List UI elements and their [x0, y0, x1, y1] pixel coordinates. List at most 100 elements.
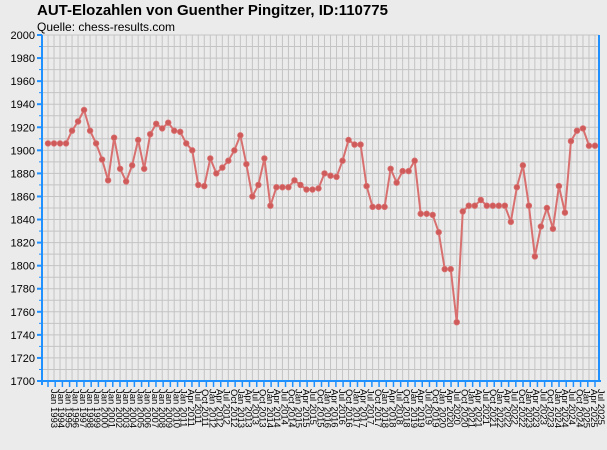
x-tick-label: Jul 2013: [250, 389, 261, 425]
x-tick-label: Apr 2016: [329, 389, 340, 428]
x-tick-label: Oct 2011: [199, 389, 210, 427]
data-point: [465, 202, 472, 209]
x-tick-label: Oct 2014: [286, 389, 297, 428]
data-point: [483, 202, 491, 209]
x-tick-label: Jul 2020: [451, 389, 462, 425]
x-tick-label: Jan 2025: [581, 389, 592, 428]
data-point: [381, 203, 388, 211]
x-tick-label: Oct 2016: [343, 389, 354, 428]
data-point: [477, 196, 484, 204]
data-point: [104, 177, 112, 184]
data-point: [122, 178, 130, 185]
data-point: [201, 182, 208, 190]
x-tick-label: Apr 2017: [357, 389, 368, 428]
data-point: [189, 147, 196, 154]
x-tick-label: Jul 2024: [566, 389, 577, 425]
y-tick-label: 1760: [11, 307, 35, 319]
x-tick-label: Jan 2015: [293, 389, 304, 428]
x-tick-label: Oct 2013: [257, 389, 268, 428]
data-point: [249, 193, 256, 200]
data-point: [549, 225, 557, 232]
x-tick-label: Jan 2007: [149, 389, 160, 428]
x-tick-label: Jan 2017: [350, 389, 361, 428]
data-point: [56, 140, 64, 147]
x-tick-label: Jan 1995: [62, 389, 73, 428]
data-point: [98, 156, 106, 163]
data-point: [291, 177, 298, 184]
x-tick-label: Apr 2014: [271, 389, 282, 428]
data-point: [44, 140, 52, 147]
y-tick-label: 1860: [11, 191, 35, 203]
data-point: [375, 203, 382, 211]
x-tick-label: Jul 2011: [192, 389, 203, 424]
y-tick-label: 1800: [11, 261, 35, 273]
chart-subtitle: Quelle: chess-results.com: [37, 20, 176, 34]
data-point: [62, 140, 70, 147]
data-point: [453, 318, 460, 326]
x-tick-label: Apr 2011: [185, 389, 196, 427]
x-tick-label: Jan 2024: [552, 389, 563, 428]
x-tick-label: Oct 2023: [545, 389, 556, 428]
data-point: [525, 202, 533, 209]
data-point: [339, 157, 346, 164]
x-tick-label: Jan 2021: [465, 389, 476, 428]
data-point: [273, 184, 280, 191]
x-tick-label: Oct 2012: [228, 389, 239, 428]
x-tick-label: Oct 2019: [429, 389, 440, 428]
y-tick-label: 1740: [11, 330, 35, 342]
y-axis-tick-labels: 1700 1720 1740 1760 1780 1800 1820 1840 1860 1880…: [11, 30, 35, 388]
x-tick-label: Jan 2010: [170, 389, 181, 428]
data-point: [579, 125, 587, 132]
x-tick-label: Jan 1993: [48, 389, 59, 428]
data-point: [435, 229, 442, 236]
x-tick-label: Jul 2025: [595, 389, 606, 425]
x-tick-label: Apr 2019: [415, 389, 426, 428]
x-tick-label: Oct 2024: [573, 389, 584, 428]
x-tick-label: Jan 2001: [106, 389, 117, 428]
data-point: [369, 203, 376, 211]
x-tick-label: Jan 2006: [142, 389, 153, 428]
data-point: [573, 127, 581, 134]
data-point: [327, 172, 334, 179]
y-tick-label: 1960: [11, 76, 35, 88]
x-tick-label: Jul 2012: [221, 389, 232, 425]
x-tick-label: Jul 2015: [307, 389, 318, 425]
y-tick-label: 1880: [11, 168, 35, 180]
data-point: [74, 118, 82, 125]
y-tick-label: 2000: [11, 30, 35, 42]
data-point: [237, 132, 244, 139]
x-tick-label: Apr 2015: [300, 389, 311, 428]
x-tick-label: Jan 2019: [408, 389, 419, 428]
data-point: [555, 182, 563, 190]
grid-lines: [42, 34, 599, 382]
data-point: [393, 179, 400, 186]
x-tick-label: Jul 2016: [336, 389, 347, 425]
x-tick-label: Apr 2024: [559, 389, 570, 428]
y-tick-label: 1700: [11, 376, 35, 388]
x-tick-label: Jan 2016: [322, 389, 333, 428]
data-point: [399, 167, 406, 175]
data-point: [561, 209, 569, 216]
x-tick-label: Oct 2021: [487, 389, 498, 428]
data-point: [495, 202, 503, 209]
data-point: [333, 173, 340, 181]
data-point: [591, 142, 599, 149]
data-point: [243, 160, 250, 168]
x-tick-label: Jan 2003: [120, 389, 131, 428]
x-tick-label: Jan 2004: [127, 389, 138, 428]
data-point: [68, 127, 76, 134]
data-point: [297, 181, 304, 189]
data-point: [261, 155, 268, 162]
data-point: [471, 202, 478, 209]
x-tick-label: Jan 2012: [206, 389, 217, 428]
y-tick-label: 1920: [11, 122, 35, 134]
x-tick-label: Jan 1996: [70, 389, 81, 428]
x-tick-label: Apr 2021: [473, 389, 484, 428]
x-tick-label: Jul 2017: [365, 389, 376, 425]
data-point: [267, 202, 274, 209]
data-point: [513, 184, 521, 191]
series-rating: [44, 106, 599, 326]
data-point: [351, 141, 358, 148]
